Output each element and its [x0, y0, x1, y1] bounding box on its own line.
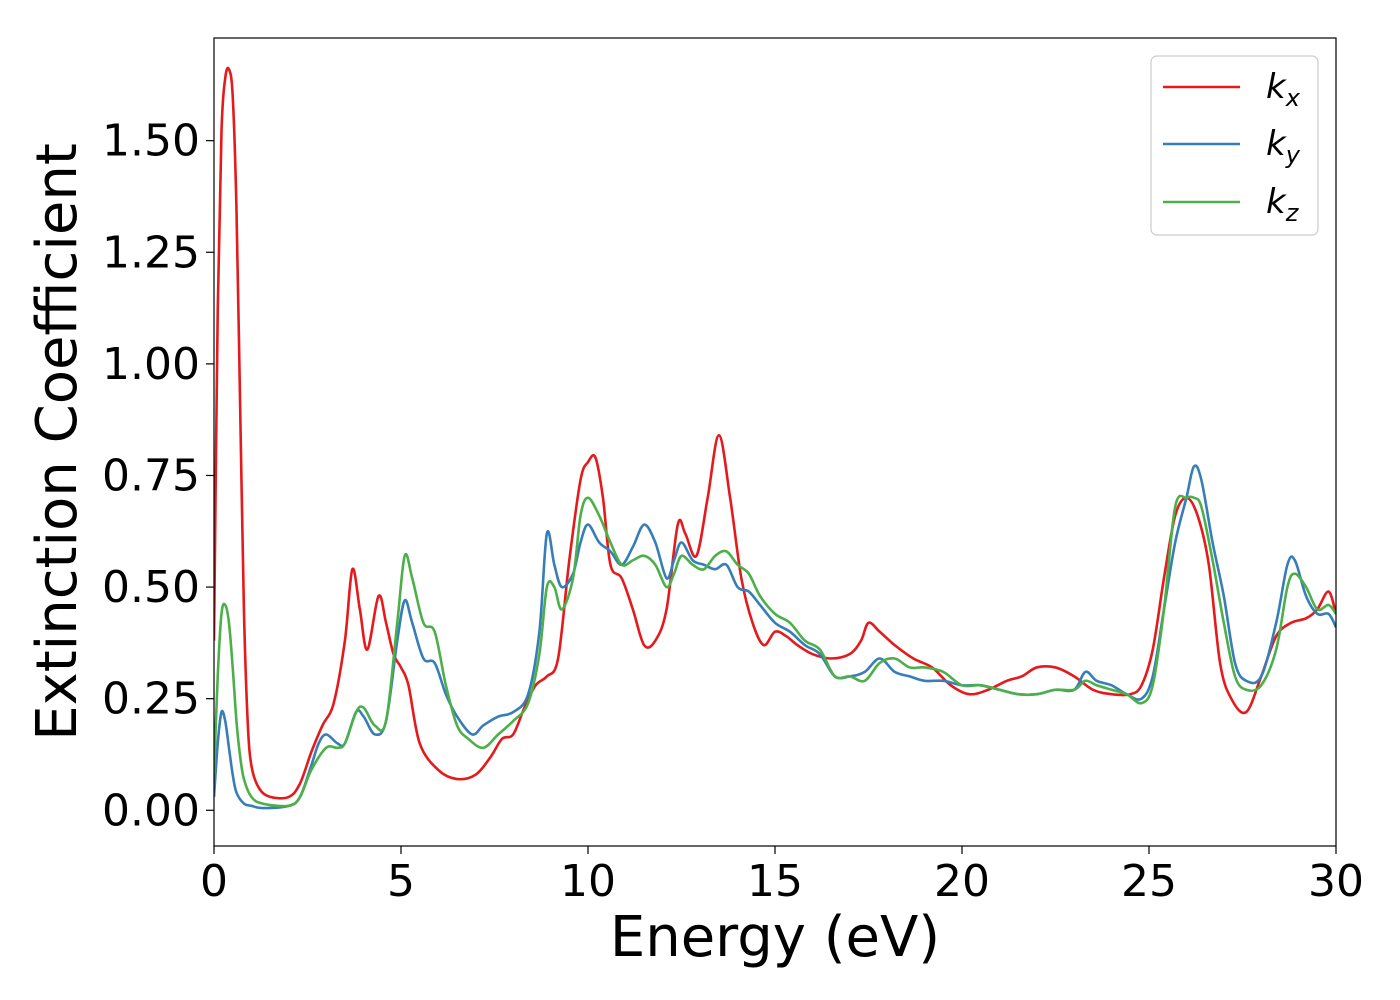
x-tick-label: 10: [560, 856, 616, 907]
series-line-z: [214, 494, 1336, 808]
x-tick-label: 30: [1308, 856, 1364, 907]
x-tick-label: 0: [200, 856, 228, 907]
y-tick-label: 0.50: [102, 562, 200, 613]
x-axis: 0 5 10 15 20 25 30: [200, 846, 1364, 907]
legend-box: [1150, 55, 1319, 236]
y-tick-label: 0.75: [102, 450, 200, 501]
y-axis: 0.00 0.25 0.50 0.75 1.00 1.25 1.50: [102, 116, 214, 836]
x-tick-label: 5: [387, 856, 415, 907]
x-axis-title: Energy (eV): [610, 905, 940, 970]
x-tick-label: 15: [747, 856, 803, 907]
y-tick-label: 1.50: [102, 116, 200, 167]
x-tick-label: 20: [934, 856, 990, 907]
y-axis-title: Extinction Coefficient: [25, 143, 90, 741]
x-tick-label: 25: [1121, 856, 1177, 907]
y-tick-label: 1.00: [102, 339, 200, 390]
y-tick-label: 1.25: [102, 227, 200, 278]
y-tick-label: 0.00: [102, 785, 200, 836]
series-layer: [214, 66, 1336, 810]
y-tick-label: 0.25: [102, 674, 200, 725]
series-line-x: [214, 66, 1336, 800]
